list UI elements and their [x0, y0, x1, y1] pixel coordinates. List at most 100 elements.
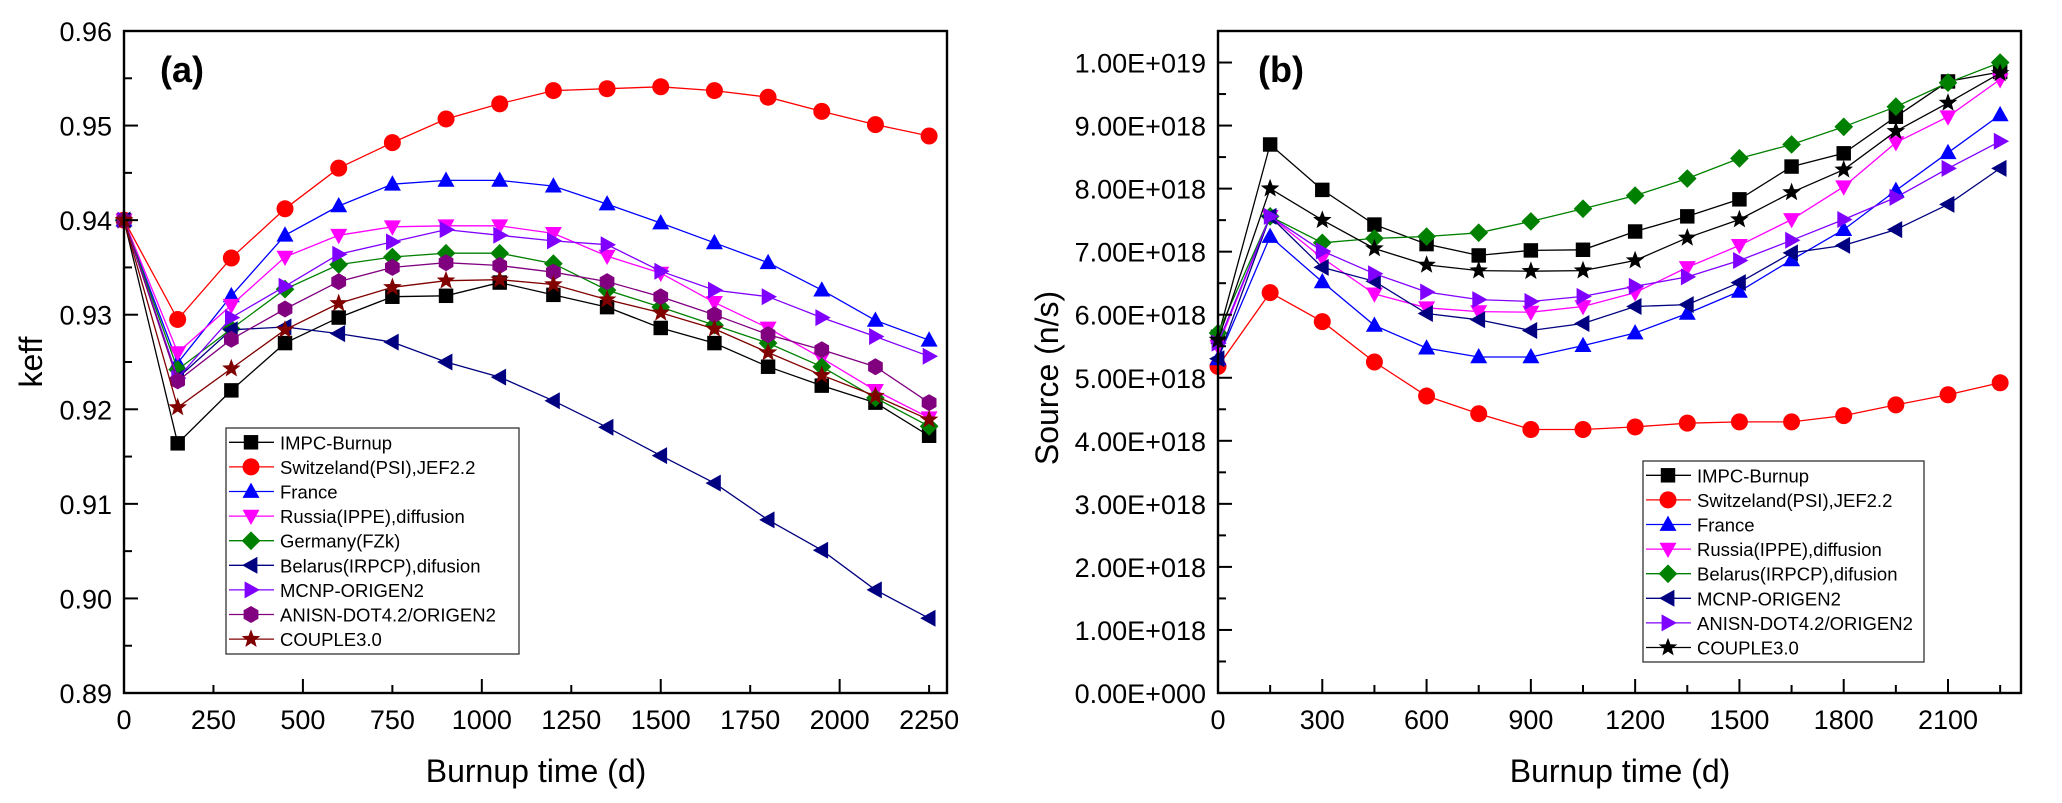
- panel-a-point-switzeland-psi-jef2-2: [866, 116, 884, 134]
- panel-b-point-switzeland-psi-jef2-2: [1678, 414, 1696, 432]
- panel-a-line-france: [123, 179, 930, 365]
- panel-b-point-belarus-irpcp-difusion: [1417, 227, 1436, 246]
- panel-b-legend: IMPC-Burnup Switzeland(PSI),JEF2.2 France R…: [1642, 460, 1925, 663]
- panel-a-point-russia-ippe-diffusion: [383, 220, 401, 236]
- panel-a-point-couple3-0: [329, 293, 348, 312]
- panel-b-point-couple3-0: [1678, 228, 1697, 246]
- panel-a-legend-box: [225, 427, 520, 655]
- panel-a-point-switzeland-psi-jef2-2: [598, 80, 616, 98]
- panel-b-point-france: [1522, 348, 1540, 364]
- panel-b-point-impc-burnup: [1680, 209, 1695, 224]
- panel-a-point-france: [813, 281, 831, 297]
- panel-b-x-tick-label: 1500: [1709, 705, 1769, 735]
- panel-a-point-anisn-dot4-2-origen2: [546, 263, 561, 281]
- panel-a-point-belarus-irpcp-difusion: [329, 325, 346, 343]
- panel-a-point-mcnp-origen2: [761, 288, 777, 306]
- panel-b-line-anisn-dot4-2-origen2: [1217, 140, 2001, 344]
- panel-a-point-mcnp-origen2: [332, 245, 348, 263]
- panel-a-point-russia-ippe-diffusion: [598, 249, 616, 265]
- panel-b-point-mcnp-origen2: [1939, 195, 1955, 213]
- panel-b-point-russia-ippe-diffusion: [1678, 261, 1696, 277]
- panel-b-point-russia-ippe-diffusion: [1783, 213, 1801, 229]
- panel-a-line-mcnp-origen2: [123, 219, 930, 380]
- panel-b-point-belarus-irpcp-difusion: [1677, 169, 1697, 188]
- panel-b-point-couple3-0: [1521, 261, 1541, 280]
- panel-b-point-anisn-dot4-2-origen2: [1837, 211, 1853, 228]
- panel-b-plot-frame: [1216, 29, 2023, 695]
- panel-b-point-impc-burnup: [1262, 137, 1278, 152]
- panel-b-point-france: [1939, 143, 1957, 160]
- panel-a-legend-item: IMPC-Burnup: [229, 432, 392, 453]
- panel-b-line-belarus-irpcp-difusion: [1217, 61, 2001, 334]
- panel-a-point-switzeland-psi-jef2-2: [491, 95, 509, 113]
- panel-b-point-anisn-dot4-2-origen2: [1889, 188, 1905, 206]
- panel-a-point-france: [222, 286, 240, 303]
- panel-b-legend-label: MCNP-ORIGEN2: [1697, 588, 1841, 609]
- panel-a-point-couple3-0: [651, 303, 670, 321]
- panel-a-point-belarus-irpcp-difusion: [920, 609, 936, 627]
- panel-a-point-impc-burnup: [760, 359, 776, 374]
- panel-a-point-switzeland-psi-jef2-2: [437, 110, 455, 128]
- panel-a-point-anisn-dot4-2-origen2: [385, 258, 400, 276]
- panel-b-series: [1208, 53, 2010, 438]
- panel-b-y-tick-label: 3.00E+018: [1075, 490, 1206, 520]
- panel-a-y-tick-label: 0.92: [59, 395, 112, 425]
- panel-a-line-belarus-irpcp-difusion: [123, 219, 930, 619]
- panel-a-point-switzeland-psi-jef2-2: [544, 82, 562, 100]
- panel-b-point-mcnp-origen2: [1730, 274, 1746, 292]
- panel-a-legend-item: France: [229, 482, 338, 503]
- panel-a-point-couple3-0: [383, 277, 402, 296]
- panel-b-line-switzeland-psi-jef2-2: [1217, 291, 2001, 431]
- panel-b-point-russia-ippe-diffusion: [1939, 110, 1957, 126]
- panel-a-point-belarus-irpcp-difusion: [812, 541, 829, 559]
- panel-a-point-france: [383, 175, 401, 191]
- panel-a-legend-marker-impc-burnup-icon: [243, 435, 259, 450]
- panel-a-legend-item: ANISN-DOT4.2/ORIGEN2: [229, 605, 496, 626]
- panel-b-legend-label: Switzeland(PSI),JEF2.2: [1697, 490, 1892, 511]
- panel-a-point-couple3-0: [812, 365, 832, 384]
- panel-b-legend-item: Switzeland(PSI),JEF2.2: [1646, 490, 1892, 511]
- panel-b-point-anisn-dot4-2-origen2: [1993, 132, 2010, 150]
- panel-a-legend-marker-switzeland-psi-jef2-2-icon: [242, 458, 260, 476]
- panel-a-point-couple3-0: [490, 269, 509, 288]
- panel-b-point-anisn-dot4-2-origen2: [1263, 207, 1280, 225]
- panel-b-point-couple3-0: [1313, 210, 1332, 229]
- panel-a-y-tick-label: 0.95: [59, 112, 112, 142]
- panel-a-point-belarus-irpcp-difusion: [437, 353, 453, 371]
- panel-b-point-switzeland-psi-jef2-2: [1783, 413, 1801, 431]
- panel-b-y-tick-label: 1.00E+019: [1075, 49, 1206, 79]
- panel-a-x-tick-label: 1250: [541, 705, 601, 735]
- panel-b-point-france: [1313, 273, 1331, 289]
- panel-a-point-impc-burnup: [546, 287, 561, 303]
- panel-b-point-switzeland-psi-jef2-2: [1261, 284, 1279, 302]
- panel-b-point-belarus-irpcp-difusion: [1938, 73, 1958, 92]
- panel-b-legend-label: IMPC-Burnup: [1697, 465, 1809, 486]
- panel-b-legend-marker-mcnp-origen2-icon: [1659, 589, 1675, 607]
- panel-a-point-anisn-dot4-2-origen2: [170, 372, 185, 390]
- panel-a-point-mcnp-origen2: [439, 221, 455, 239]
- panel-b-point-impc-burnup: [1471, 248, 1486, 263]
- panel-b-point-couple3-0: [1730, 209, 1749, 228]
- panel-a-point-impc-burnup: [331, 310, 346, 325]
- panel-a-point-belarus-irpcp-difusion: [866, 581, 882, 599]
- panel-a-line-switzeland-psi-jef2-2: [123, 86, 930, 321]
- panel-a-point-couple3-0: [275, 320, 295, 338]
- panel-a-point-couple3-0: [436, 270, 456, 289]
- panel-a-keff-chart: 0 250 500 750 1000 1250 1500 1750 2000 2250 0.89 0.…: [13, 17, 959, 789]
- panel-b-y-axis-title: Source (n/s): [1029, 291, 1065, 465]
- panel-a-axes: 0 250 500 750 1000 1250 1500 1750 2000 2250 0.89 0.…: [59, 17, 959, 735]
- panel-a-legend-label: MCNP-ORIGEN2: [280, 580, 424, 601]
- panel-b-point-mcnp-origen2: [1209, 350, 1225, 368]
- panel-b-point-france: [1783, 250, 1801, 267]
- panel-a-y-tick-label: 0.96: [59, 17, 112, 47]
- panel-a-point-france: [866, 311, 884, 327]
- panel-b-point-couple3-0: [1260, 178, 1280, 197]
- panel-a-point-switzeland-psi-jef2-2: [920, 127, 938, 145]
- panel-a-y-axis-title: keff: [13, 336, 49, 387]
- panel-b-point-switzeland-psi-jef2-2: [1887, 396, 1905, 414]
- panel-a-series-couple3-0: [114, 210, 939, 428]
- panel-a-point-switzeland-psi-jef2-2: [383, 134, 401, 152]
- panel-a-point-belarus-irpcp-difusion: [490, 368, 507, 386]
- panel-b-point-belarus-irpcp-difusion: [1834, 117, 1854, 137]
- panel-a-x-tick-label: 750: [370, 705, 415, 735]
